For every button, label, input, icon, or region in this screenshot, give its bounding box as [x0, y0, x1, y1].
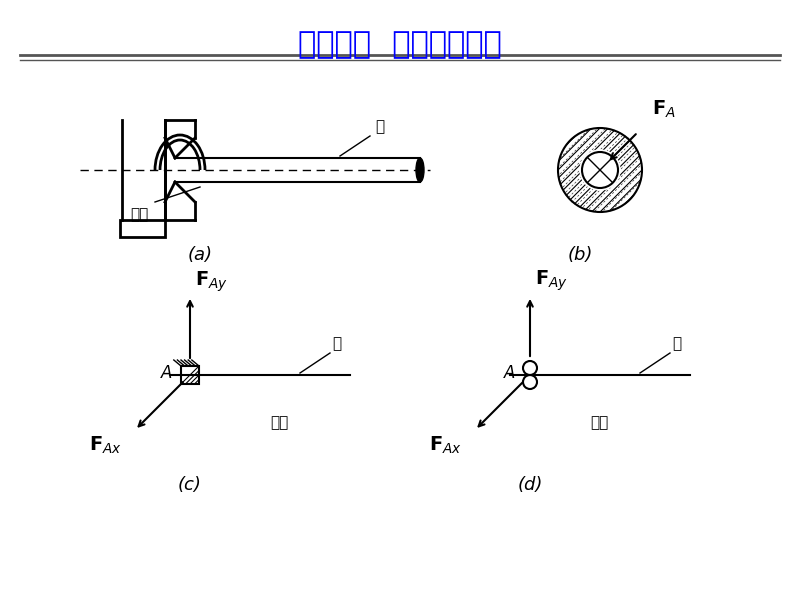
Text: (c): (c)	[178, 476, 202, 494]
Text: 轴承: 轴承	[130, 207, 148, 222]
Text: $\mathbf{F}_{Ay}$: $\mathbf{F}_{Ay}$	[535, 269, 568, 293]
Bar	[120, 220, 165, 237]
Text: 径向轴承  （向心轴承）: 径向轴承 （向心轴承）	[298, 30, 502, 59]
Text: 轴承: 轴承	[590, 415, 608, 430]
Text: $\mathbf{F}_{Ax}$: $\mathbf{F}_{Ax}$	[89, 435, 122, 456]
Text: 轴承: 轴承	[270, 415, 288, 430]
Bar	[181, 366, 199, 384]
Circle shape	[580, 150, 620, 190]
Text: 轴: 轴	[672, 336, 681, 351]
Text: (d): (d)	[518, 476, 542, 494]
Text: A: A	[161, 364, 172, 382]
Ellipse shape	[416, 158, 424, 182]
Text: (b): (b)	[567, 246, 593, 264]
Text: (a): (a)	[187, 246, 213, 264]
Text: $\mathbf{F}_A$: $\mathbf{F}_A$	[652, 98, 676, 120]
Text: 轴: 轴	[375, 119, 384, 134]
Text: A: A	[504, 364, 515, 382]
Text: $\mathbf{F}_{Ay}$: $\mathbf{F}_{Ay}$	[195, 269, 228, 294]
Text: $\mathbf{F}_{Ax}$: $\mathbf{F}_{Ax}$	[429, 435, 462, 456]
Text: 轴: 轴	[332, 336, 341, 351]
